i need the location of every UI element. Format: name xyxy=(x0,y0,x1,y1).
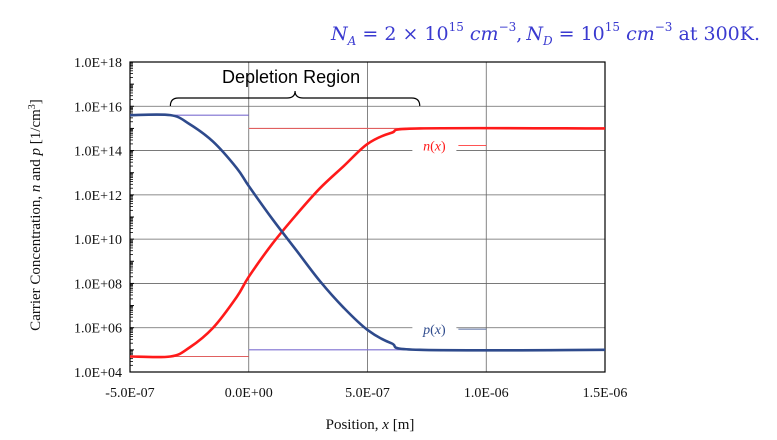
y-axis-title: Carrier Concentration, n and p [1/cm3] xyxy=(27,99,44,331)
n-curve-label: n(x) xyxy=(423,139,446,154)
p-curve-label: p(x) xyxy=(422,323,446,338)
n-curve xyxy=(129,126,606,359)
series-label-part: n xyxy=(423,139,430,154)
x-tick-label: 1.5E-06 xyxy=(583,386,628,401)
y-tick-label: 1.0E+08 xyxy=(74,277,122,292)
p-curve xyxy=(129,113,606,352)
na-symbol: N xyxy=(330,23,349,45)
y-axis-unit-close: ] xyxy=(28,99,44,104)
y-axis-n-symbol: n xyxy=(28,185,44,193)
series-label-part: ) xyxy=(441,323,446,338)
equation-separator: , xyxy=(516,23,522,45)
nd-exponent: 15 xyxy=(605,20,620,34)
nd-unit: cm xyxy=(620,23,655,45)
nd-subscript: D xyxy=(542,34,553,48)
na-subscript: A xyxy=(347,34,357,48)
y-tick-label: 1.0E+14 xyxy=(74,145,122,160)
series-label-part: x xyxy=(434,323,442,338)
series-label-part: p xyxy=(422,323,430,338)
y-axis-unit: [1/cm xyxy=(28,109,44,148)
y-axis-title-prefix: Carrier Concentration, xyxy=(28,192,44,331)
series-label-part: ( xyxy=(430,323,435,338)
y-tick-label: 1.0E+06 xyxy=(74,322,122,337)
x-tick-label: -5.0E-07 xyxy=(105,386,154,401)
x-axis-title-prefix: Position, xyxy=(326,417,383,433)
plot-area: 1.0E+04 1.0E+06 1.0E+08 1.0E+10 1.0E+12 1.0E+… xyxy=(74,56,627,401)
y-axis-p-symbol: p xyxy=(28,147,44,156)
series-label-background xyxy=(412,136,457,155)
nd-value: = 10 xyxy=(553,23,605,45)
y-tick-label: 1.0E+12 xyxy=(74,189,122,204)
doping-equation: NA = 2 × 1015 cm−3, ND = 1015 cm−3 at 300… xyxy=(330,20,760,48)
y-axis-and: and xyxy=(28,155,44,184)
x-tick-label: 0.0E+00 xyxy=(225,386,273,401)
na-unit-exponent: −3 xyxy=(499,20,517,34)
y-tick-label: 1.0E+18 xyxy=(74,56,122,71)
depletion-region-brace xyxy=(169,90,421,107)
depletion-region-label: Depletion Region xyxy=(222,67,360,87)
nd-unit-exponent: −3 xyxy=(655,20,673,34)
series-label-background xyxy=(412,320,457,339)
y-tick-label: 1.0E+10 xyxy=(74,233,122,248)
temperature-suffix: at 300K. xyxy=(672,23,760,45)
x-axis-title: Position, x [m] xyxy=(326,417,415,433)
series-label-part: ( xyxy=(430,139,435,154)
na-unit: cm xyxy=(464,23,499,45)
y-axis-unit-exponent: 3 xyxy=(27,104,38,109)
y-tick-label: 1.0E+16 xyxy=(74,100,122,115)
x-axis-unit: [m] xyxy=(389,417,414,433)
x-tick-label: 1.0E-06 xyxy=(464,386,509,401)
na-exponent: 15 xyxy=(449,20,464,34)
na-value: = 2 × 10 xyxy=(356,23,448,45)
series-label-part: x xyxy=(434,139,442,154)
x-tick-label: 5.0E-07 xyxy=(345,386,390,401)
series-label-part: ) xyxy=(441,139,446,154)
nd-symbol: N xyxy=(525,23,544,45)
plot-frame xyxy=(129,61,606,373)
y-tick-label: 1.0E+04 xyxy=(74,366,122,381)
x-axis-variable: x xyxy=(381,417,389,433)
